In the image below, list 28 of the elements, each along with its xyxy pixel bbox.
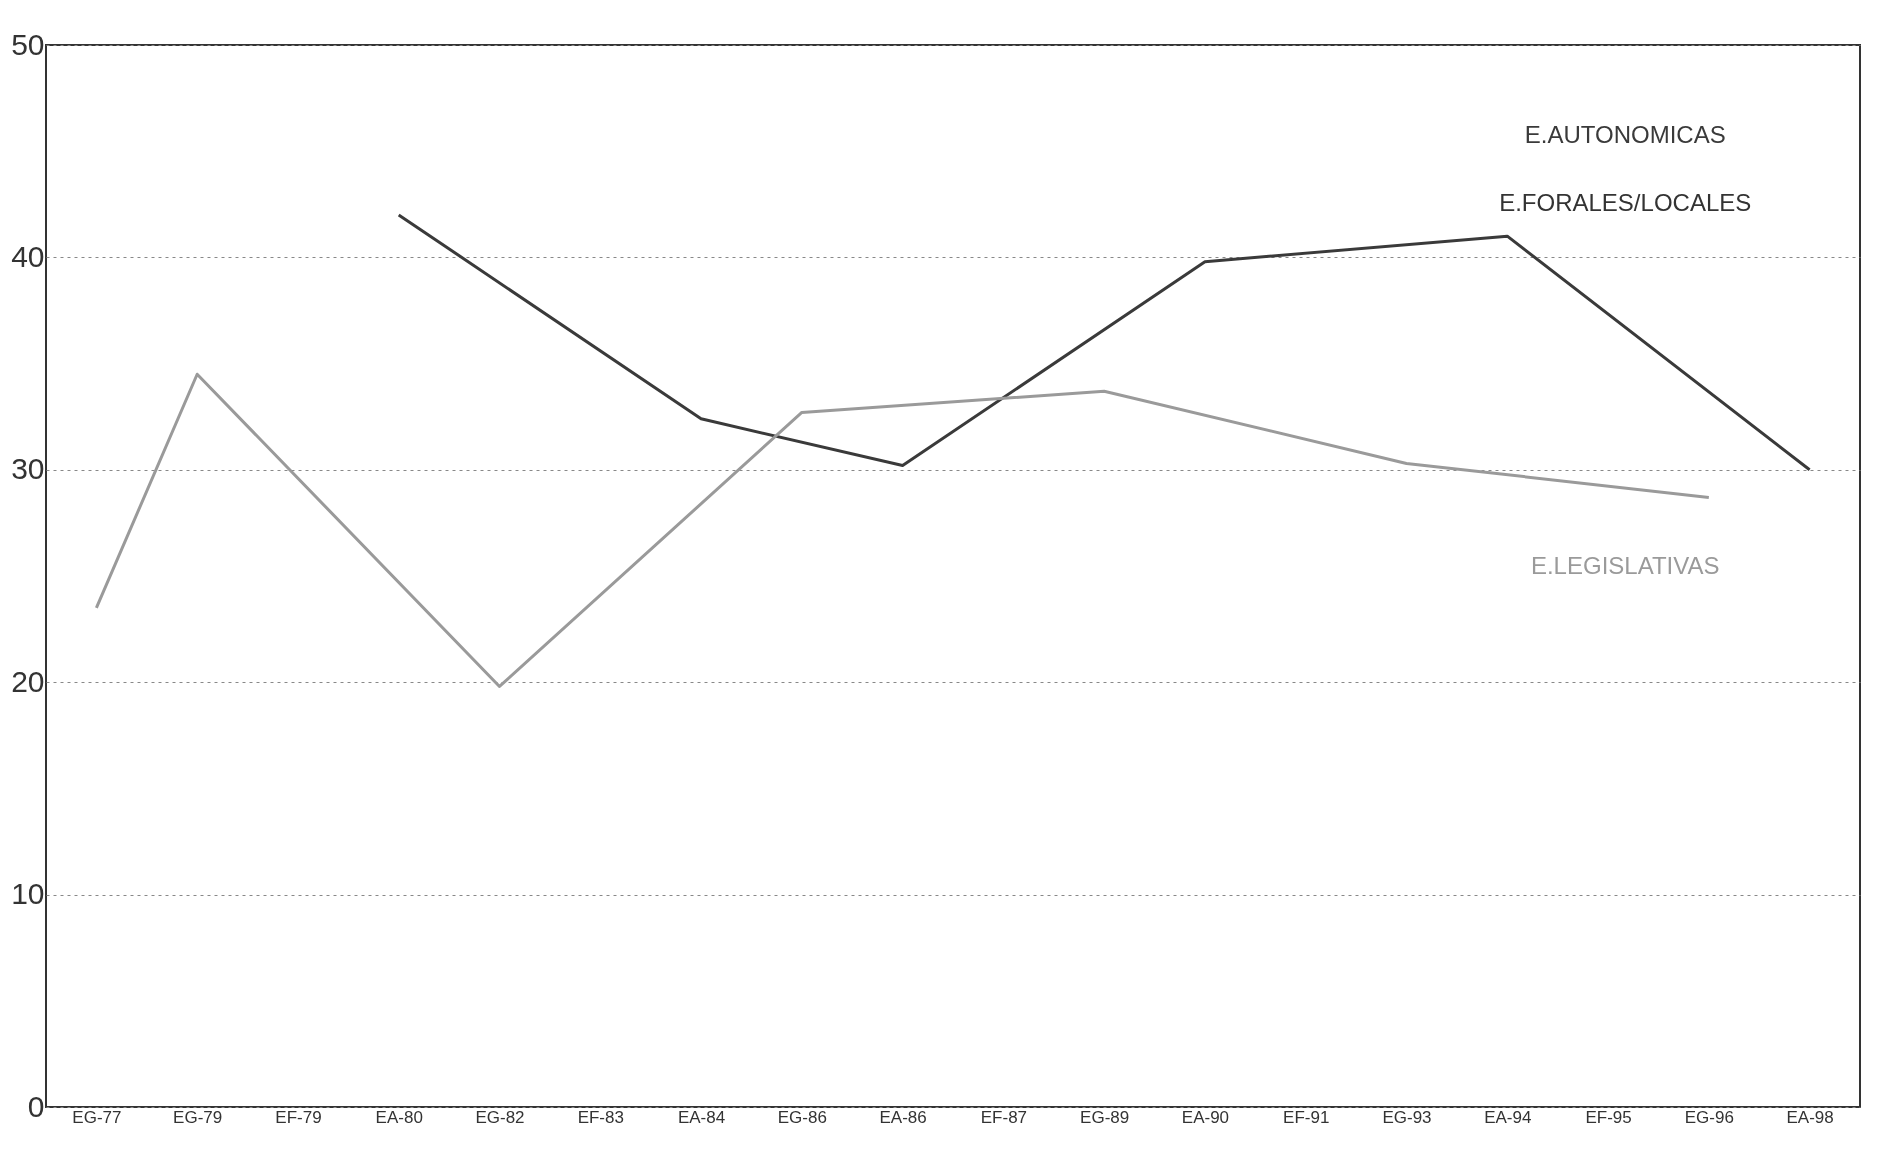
text: E.LEGISLATIVAS	[1530, 552, 1720, 580]
x-tick-label: EF-87	[980, 1107, 1028, 1127]
y-tick-label: 30	[11, 452, 45, 486]
annotation: E.FORALES/LOCALES	[1499, 188, 1752, 216]
x-tick-label: EG-93	[1382, 1107, 1432, 1127]
x-tick-label: EA-94	[1484, 1107, 1532, 1127]
x-tick-label: EA-80	[375, 1107, 423, 1127]
y-tick-label: 20	[11, 664, 45, 698]
y-tick-label: 40	[11, 239, 45, 273]
x-tick-label: EG-86	[777, 1107, 827, 1127]
y-tick-label: 0	[27, 1089, 45, 1123]
x-tick-label: EA-98	[1786, 1107, 1834, 1127]
x-tick-label: EA-84	[677, 1107, 726, 1127]
x-tick-label: EF-95	[1585, 1107, 1632, 1127]
y-tick-label: 50	[11, 27, 45, 61]
x-tick-label: EF-79	[275, 1107, 322, 1127]
text: E.AUTONOMICAS	[1524, 120, 1726, 148]
x-tick-label: EG-82	[475, 1107, 525, 1127]
x-tick-label: EG-96	[1684, 1107, 1734, 1127]
line-series	[397, 213, 1812, 472]
x-tick-label: EF-83	[577, 1107, 624, 1127]
x-tick-label: EA-86	[879, 1107, 927, 1127]
x-tick-label: EG-79	[173, 1107, 223, 1127]
x-tick-label: EF-91	[1283, 1107, 1330, 1127]
x-tick-label: EG-89	[1080, 1107, 1130, 1127]
x-tick-label: EG-77	[72, 1107, 122, 1127]
y-tick-label: 10	[11, 877, 45, 911]
x-tick-label: EA-90	[1181, 1107, 1230, 1127]
